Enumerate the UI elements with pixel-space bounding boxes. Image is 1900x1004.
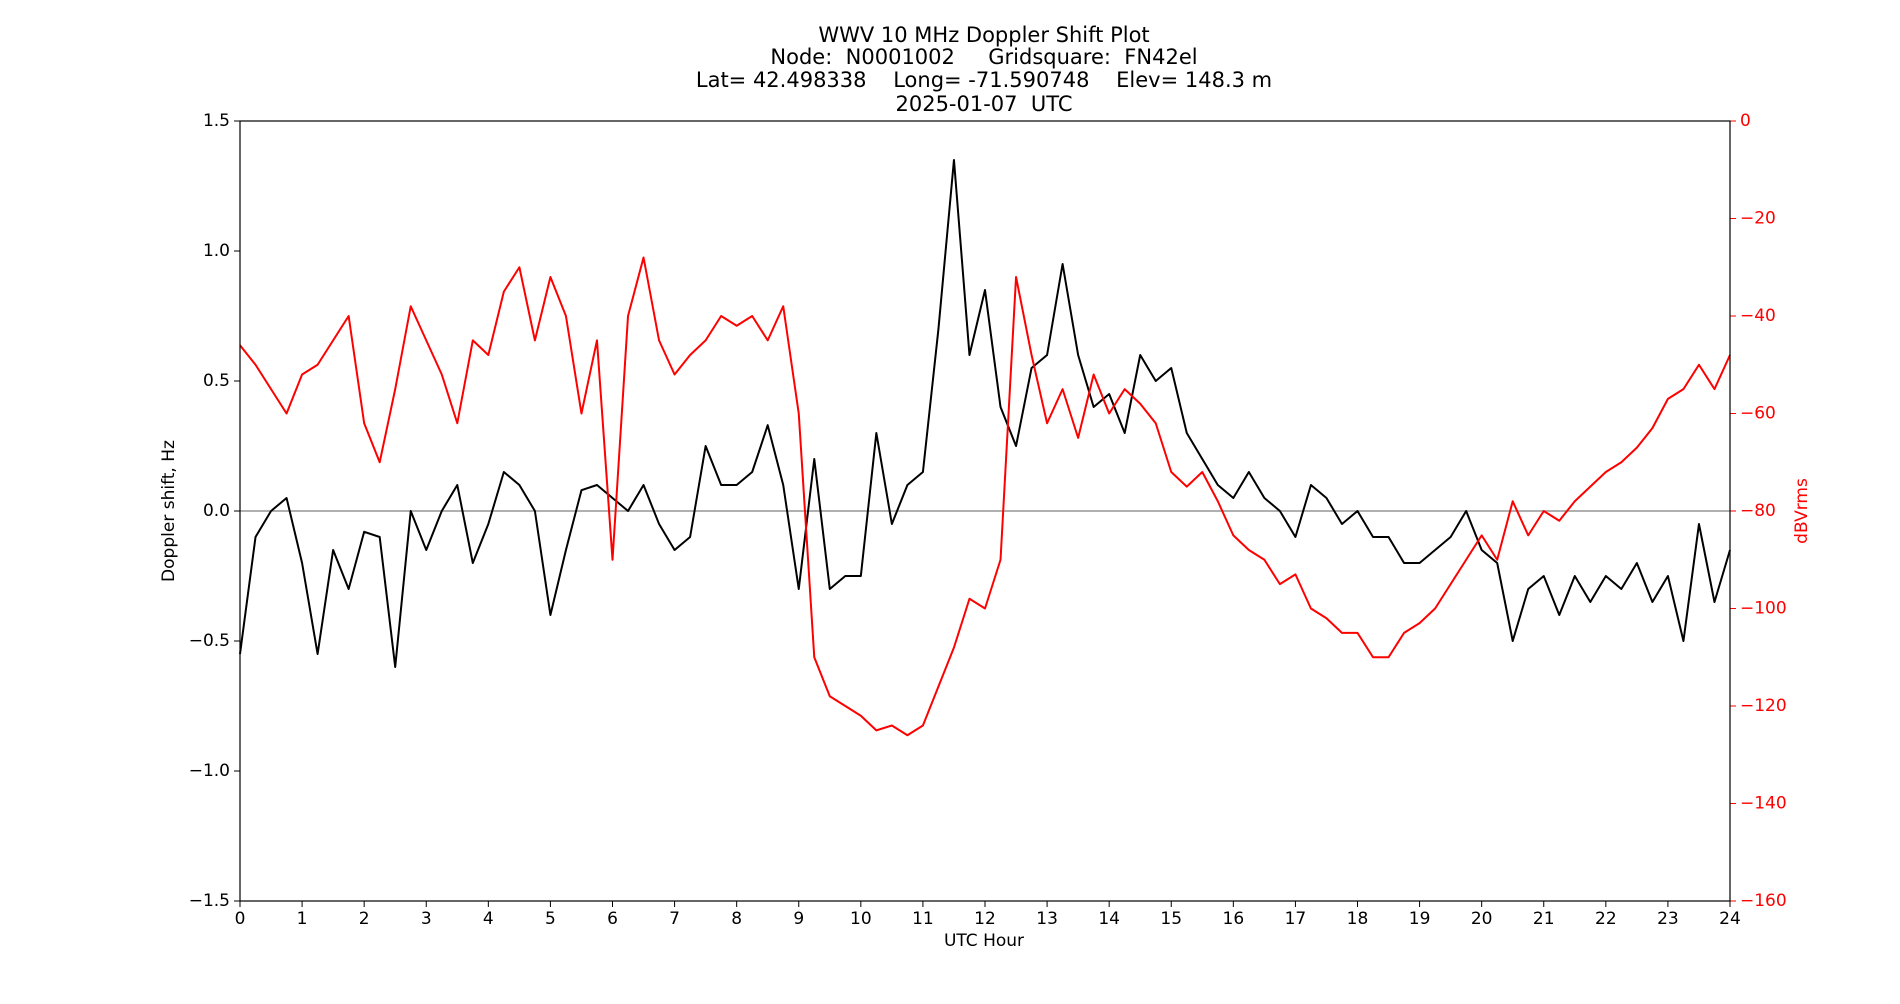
y-tick-label: 1.5 — [203, 111, 230, 131]
x-tick-label: 21 — [1533, 909, 1555, 929]
y-tick-label: 1.0 — [203, 241, 230, 261]
x-tick-label: 1 — [297, 909, 308, 929]
y2-tick-label: −140 — [1740, 794, 1787, 814]
plot-frame — [239, 120, 1731, 902]
data-line — [239, 159, 1731, 668]
x-tick-label: 11 — [912, 909, 934, 929]
x-tick-label: 10 — [850, 909, 872, 929]
x-axis-label: UTC Hour — [944, 931, 1024, 951]
y2-tick-label: −60 — [1740, 404, 1776, 424]
y-tick-label: −0.5 — [189, 631, 230, 651]
x-tick-label: 20 — [1471, 909, 1493, 929]
data-line — [239, 256, 1731, 737]
y-tick-label: −1.0 — [189, 761, 230, 781]
y-tick-label: 0.0 — [203, 501, 230, 521]
y2-tick-label: −80 — [1740, 501, 1776, 521]
x-tick-label: 22 — [1595, 909, 1617, 929]
x-tick-label: 0 — [235, 909, 246, 929]
x-tick-label: 13 — [1036, 909, 1058, 929]
x-tick-label: 9 — [793, 909, 804, 929]
x-tick-label: 23 — [1657, 909, 1679, 929]
x-tick-label: 24 — [1719, 909, 1741, 929]
x-tick-label: 17 — [1285, 909, 1307, 929]
x-tick-label: 12 — [974, 909, 996, 929]
chart-title: Lat= 42.498338 Long= -71.590748 Elev= 14… — [696, 68, 1272, 92]
y2-tick-label: −40 — [1740, 306, 1776, 326]
chart-title: Node: N0001002 Gridsquare: FN42el — [770, 45, 1197, 69]
x-tick-label: 18 — [1347, 909, 1369, 929]
y-tick-label: −1.5 — [189, 891, 230, 911]
x-tick-label: 8 — [731, 909, 742, 929]
x-tick-label: 6 — [607, 909, 618, 929]
x-tick-label: 19 — [1409, 909, 1431, 929]
x-tick-label: 16 — [1223, 909, 1245, 929]
x-tick-label: 15 — [1160, 909, 1182, 929]
x-tick-label: 2 — [359, 909, 370, 929]
y-tick-label: 0.5 — [203, 371, 230, 391]
y2-tick-label: −100 — [1740, 599, 1787, 619]
x-tick-label: 7 — [669, 909, 680, 929]
chart-title: WWV 10 MHz Doppler Shift Plot — [818, 23, 1149, 47]
x-tick-label: 3 — [421, 909, 432, 929]
y2-tick-label: −20 — [1740, 209, 1776, 229]
y-axis-label: Doppler shift, Hz — [159, 440, 179, 582]
y2-tick-label: −120 — [1740, 696, 1787, 716]
chart-title: 2025-01-07 UTC — [895, 92, 1072, 116]
y2-tick-label: 0 — [1740, 111, 1751, 131]
y2-tick-label: −160 — [1740, 891, 1787, 911]
y2-axis-label: dBVrms — [1792, 478, 1812, 544]
x-tick-label: 4 — [483, 909, 494, 929]
x-tick-label: 5 — [545, 909, 556, 929]
x-tick-label: 14 — [1098, 909, 1120, 929]
